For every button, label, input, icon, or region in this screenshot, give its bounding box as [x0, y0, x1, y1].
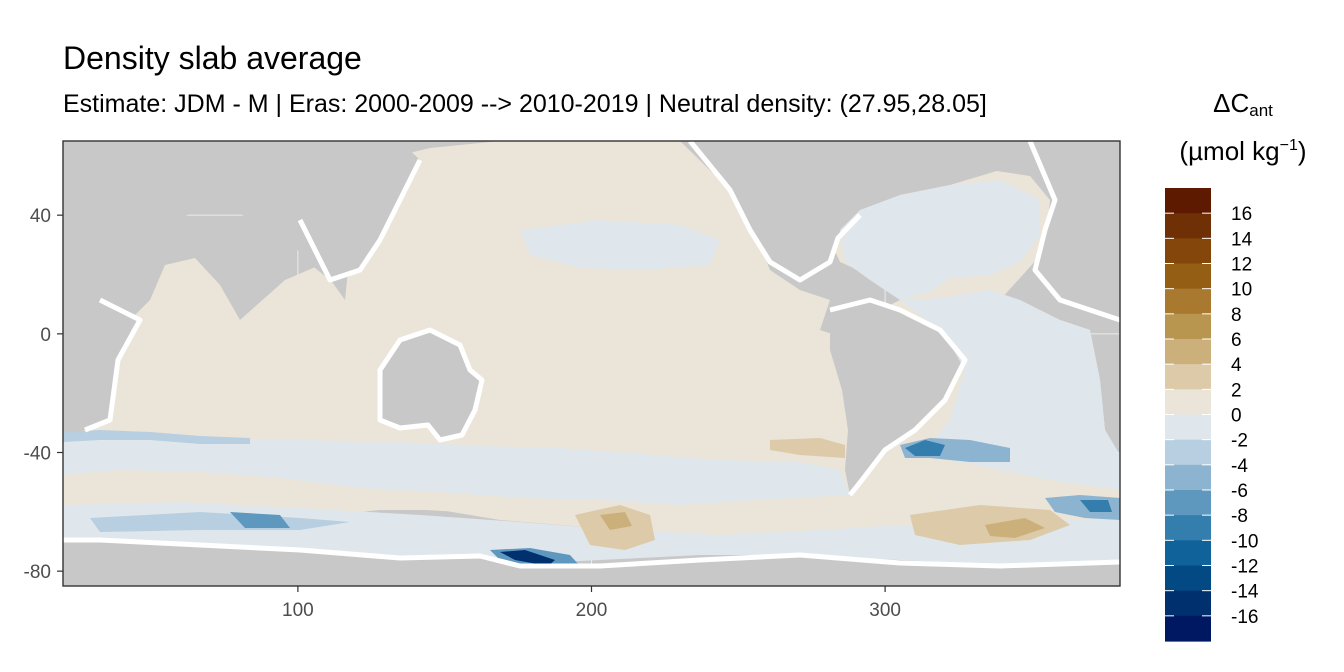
coast-europe: [1027, 141, 1120, 323]
legend-swatch: [1165, 213, 1211, 239]
ocean-region-north-pacific: [520, 220, 720, 270]
legend-label: -10: [1231, 531, 1258, 552]
legend-swatch: [1165, 313, 1211, 340]
legend-units-text: (µmol kg: [1179, 136, 1280, 166]
legend-units-superscript: −1: [1279, 137, 1298, 154]
legend-label: 10: [1231, 280, 1252, 301]
legend-swatch: [1165, 364, 1211, 390]
legend-swatch: [1165, 238, 1211, 265]
legend-swatch: [1165, 515, 1211, 541]
coast-antarctica: [63, 537, 1120, 569]
legend-label: -8: [1231, 506, 1248, 527]
x-axis: 100 200 300: [282, 586, 901, 621]
ocean-region-south-pacific-tan-core: [600, 512, 632, 530]
europe-land: [1030, 141, 1120, 320]
legend-swatch: [1165, 565, 1211, 592]
legend-title-units: (µmol kg−1): [1158, 136, 1328, 167]
ocean-region-ross-sea-core: [500, 550, 555, 566]
legend-swatch: [1165, 188, 1211, 214]
legend-units-close: ): [1297, 136, 1307, 166]
legend-label: -12: [1231, 557, 1258, 578]
ocean-region-north-atlantic: [840, 180, 1040, 300]
legend-swatch: [1165, 590, 1211, 617]
legend-title-subscript: ant: [1249, 101, 1273, 120]
legend-swatch: [1165, 615, 1211, 642]
y-tick-label: -80: [24, 562, 51, 583]
legend-label: -16: [1231, 607, 1258, 628]
legend-label: 8: [1231, 305, 1242, 326]
antarctica-land: [63, 540, 1120, 586]
ocean-region-east-pacific-tan: [770, 438, 845, 458]
coast-south-america: [829, 297, 968, 497]
legend-label: 16: [1231, 204, 1252, 225]
north-america-land: [690, 141, 1010, 280]
legend-label: 4: [1231, 355, 1242, 376]
legend-label: 14: [1231, 229, 1253, 250]
legend-swatch: [1165, 339, 1211, 365]
legend-label: -14: [1231, 582, 1259, 603]
map-panel: [63, 141, 1120, 586]
legend-label: 0: [1231, 406, 1242, 427]
x-tick-label: 300: [869, 600, 901, 621]
y-tick-label: -40: [24, 444, 51, 465]
africa-land: [63, 141, 300, 440]
legend-swatch: [1165, 389, 1211, 416]
legend-title-variable: ΔCant: [1158, 88, 1328, 121]
x-tick-label: 100: [282, 600, 314, 621]
coast-australia: [377, 327, 485, 443]
legend-swatch: [1165, 439, 1211, 466]
legend-swatch: [1165, 414, 1211, 441]
legend-label: -2: [1231, 431, 1248, 452]
chart-subtitle: Estimate: JDM - M | Eras: 2000-2009 --> …: [63, 90, 987, 118]
y-tick-label: 0: [40, 325, 51, 346]
ocean-region-indian-strip: [63, 430, 250, 444]
x-tick-label: 200: [576, 600, 608, 621]
legend-swatch: [1165, 288, 1211, 315]
legend-swatch: [1165, 263, 1211, 290]
australia-land: [380, 330, 482, 440]
ocean-region-indian-antarctic-core: [230, 512, 290, 528]
missing-data-coastlines: [63, 141, 1120, 569]
legend-label: -6: [1231, 481, 1248, 502]
coast-north-america: [688, 141, 862, 283]
ocean-region-south-atlantic-blue-core: [905, 440, 945, 456]
legend-label: 6: [1231, 330, 1242, 351]
y-tick-label: 40: [30, 206, 51, 227]
color-legend: 16 14 12 10 8 6 4 2 0 -2 -4 -6 -8 -10 -12 -14 -16: [1165, 188, 1259, 642]
ocean-region-weddell-tan: [985, 518, 1045, 538]
legend-swatch: [1165, 540, 1211, 567]
coast-asia: [297, 158, 423, 283]
chart-title: Density slab average: [63, 40, 362, 76]
asia-land: [200, 141, 420, 280]
ocean-region-southern-band: [63, 432, 850, 505]
y-axis: 40 0 -40 -80: [24, 206, 63, 583]
legend-title-main: ΔC: [1213, 88, 1250, 118]
ocean-region-southern-beige: [63, 475, 1120, 525]
legend-label: 2: [1231, 380, 1242, 401]
legend-swatch: [1165, 464, 1211, 491]
legend-label: -4: [1231, 456, 1248, 477]
legend-label: 12: [1231, 255, 1252, 276]
coast-africa: [84, 297, 143, 433]
ocean-region-east-south-atlantic-core: [1080, 500, 1112, 512]
legend-swatch: [1165, 490, 1211, 516]
south-america-land: [830, 300, 965, 495]
